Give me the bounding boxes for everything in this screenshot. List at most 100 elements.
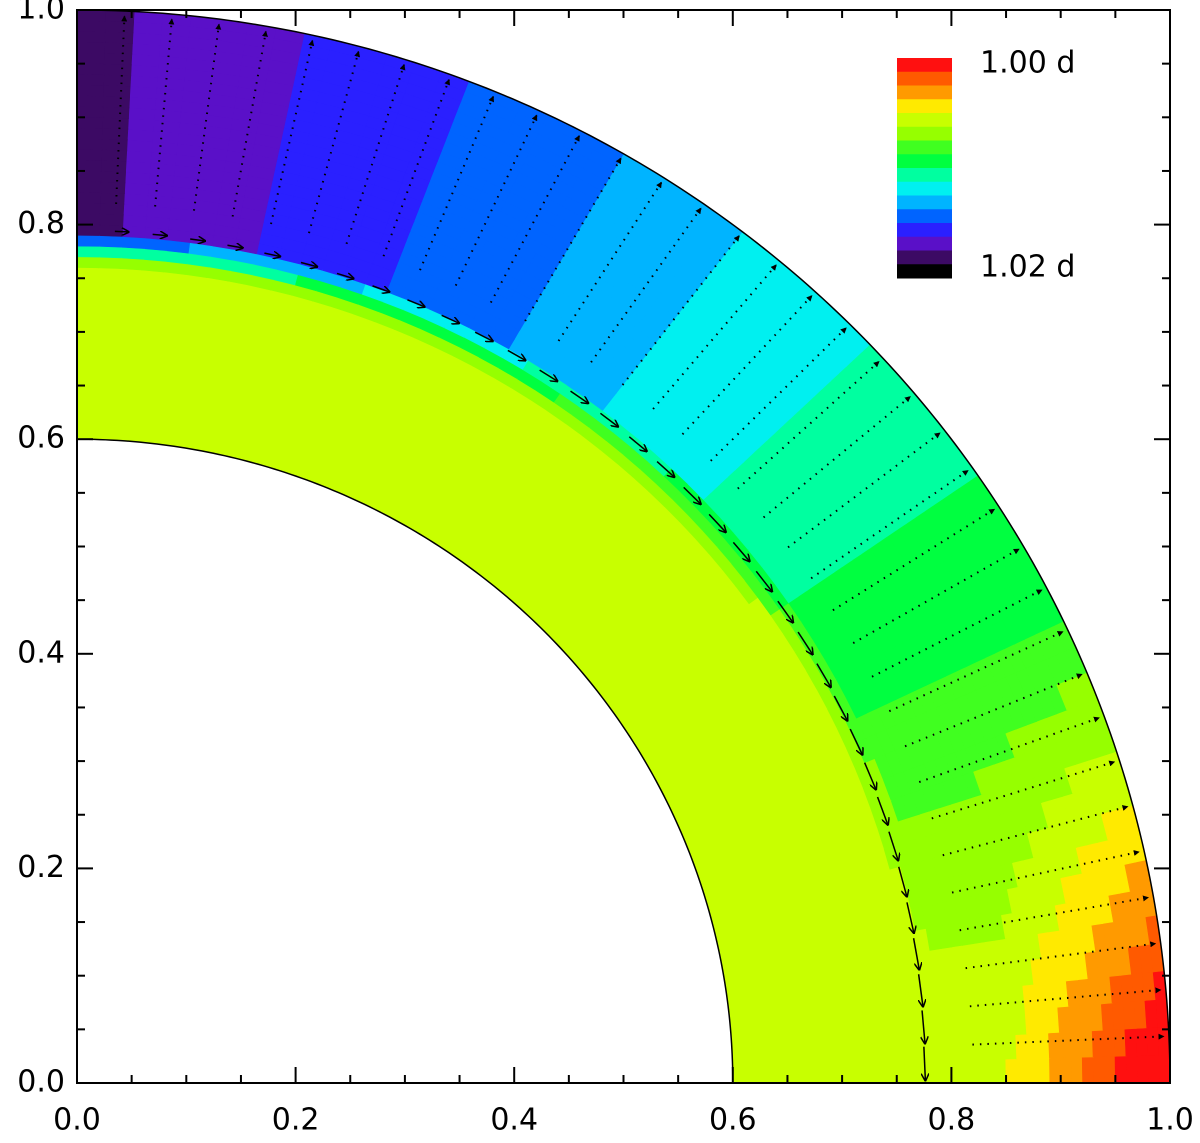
colorbar-swatch (897, 209, 952, 224)
x-tick-label: 0.4 (490, 1103, 538, 1138)
field-cell (982, 1034, 996, 1061)
flow-line (231, 30, 268, 217)
field-cell (1114, 1054, 1128, 1084)
flow-arrow (336, 273, 354, 278)
field-cell (76, 223, 101, 236)
flow-line (652, 264, 777, 410)
flow-arrow (474, 331, 493, 341)
y-tick-label: 0.0 (17, 1065, 65, 1100)
flow-arrow (152, 234, 167, 235)
flow-line (557, 181, 663, 342)
field-cell (98, 234, 123, 248)
flow-line (681, 295, 813, 435)
y-tick-label: 1.0 (17, 0, 65, 27)
field (76, 9, 1171, 1084)
boundary-arc (76, 438, 734, 1084)
flow-line (810, 469, 969, 580)
field-cell (76, 94, 104, 108)
y-tick-label: 0.8 (17, 206, 65, 241)
field-cell (76, 170, 102, 183)
flow-line (192, 23, 222, 211)
x-tick-label: 0.2 (272, 1103, 320, 1138)
colorbar-swatch (897, 126, 952, 141)
colorbar-swatch (897, 140, 952, 155)
field-cell (1103, 1055, 1117, 1084)
flow-line (308, 50, 361, 234)
field-cell (1113, 1027, 1127, 1057)
flow-arrow (114, 231, 129, 232)
field-cell (1005, 1057, 1018, 1084)
colorbar-swatch (897, 71, 952, 86)
field-cell (76, 245, 100, 258)
field-cell (76, 41, 106, 54)
boundary-arc (76, 9, 1171, 1084)
field-cell (104, 9, 135, 23)
colorbar-swatch (897, 85, 952, 100)
flow-line (852, 548, 1020, 644)
field-cell (76, 52, 105, 65)
flow-arrow (507, 349, 526, 360)
flow-arrow (906, 902, 914, 933)
field-cell (1026, 1032, 1040, 1059)
flow-arrow (849, 728, 862, 755)
field-cell (76, 30, 106, 43)
flow-arrow (539, 369, 558, 381)
field-cell (960, 1035, 974, 1061)
field-cell (1059, 1056, 1073, 1084)
x-tick-label: 0.6 (709, 1103, 757, 1138)
flow-arrow (683, 486, 701, 504)
field-cell (983, 1058, 997, 1084)
field-cell (927, 1037, 942, 1062)
flow-line (524, 157, 622, 322)
flow-arrow (656, 460, 674, 478)
field-cell (76, 255, 100, 269)
flow-arrow (227, 245, 242, 248)
colorbar-swatch (897, 236, 952, 251)
field-cell (76, 180, 102, 194)
field-cell (76, 62, 105, 76)
field-cell (1136, 1054, 1150, 1084)
field-cell (972, 1058, 986, 1084)
field-cell (100, 127, 129, 141)
flow-line (115, 15, 128, 205)
field-cell (76, 191, 102, 204)
flow-arrow (917, 974, 923, 1006)
flow-arrow (708, 513, 726, 532)
inner-region (77, 262, 914, 1083)
flow-line (904, 673, 1083, 748)
field-cell (76, 137, 103, 151)
x-tick-label: 1.0 (1146, 1103, 1194, 1138)
field-cell (928, 1059, 942, 1084)
flow-arrow (777, 600, 793, 622)
field-cell (1048, 1031, 1062, 1059)
field-cell (103, 30, 134, 44)
field-cell (971, 1035, 985, 1061)
x-tick-label: 0.0 (53, 1103, 101, 1138)
field-cell (1070, 1055, 1084, 1084)
field-cell (906, 1038, 920, 1063)
field-cell (949, 1036, 963, 1061)
field-cell (76, 127, 103, 140)
field-cell (76, 148, 103, 161)
colorbar-swatch (897, 223, 952, 238)
flow-line (489, 135, 581, 304)
field-cell (1004, 1033, 1018, 1060)
flow-line (419, 95, 495, 271)
colorbar-label: 1.02 d (980, 250, 1075, 285)
flow-arrow (755, 570, 772, 591)
field-cell (99, 170, 127, 184)
field-cell (1080, 1029, 1095, 1058)
colorbar-swatch (897, 58, 952, 73)
field-cell (1092, 1055, 1106, 1084)
axes: 0.0 0.2 0.4 0.6 0.8 1.0 0.0 0.2 0.4 0.6 0.8 1.0 1.00… (17, 0, 1194, 1138)
flow-line (621, 235, 740, 386)
field-cell (76, 212, 101, 226)
colorbar-swatch (897, 99, 952, 114)
flow-line (710, 327, 847, 462)
flow-arrow (922, 1010, 925, 1043)
field-cell (1147, 1053, 1160, 1084)
flow-arrow (570, 390, 589, 403)
field-cell (938, 1036, 952, 1062)
field-cell (102, 63, 132, 77)
